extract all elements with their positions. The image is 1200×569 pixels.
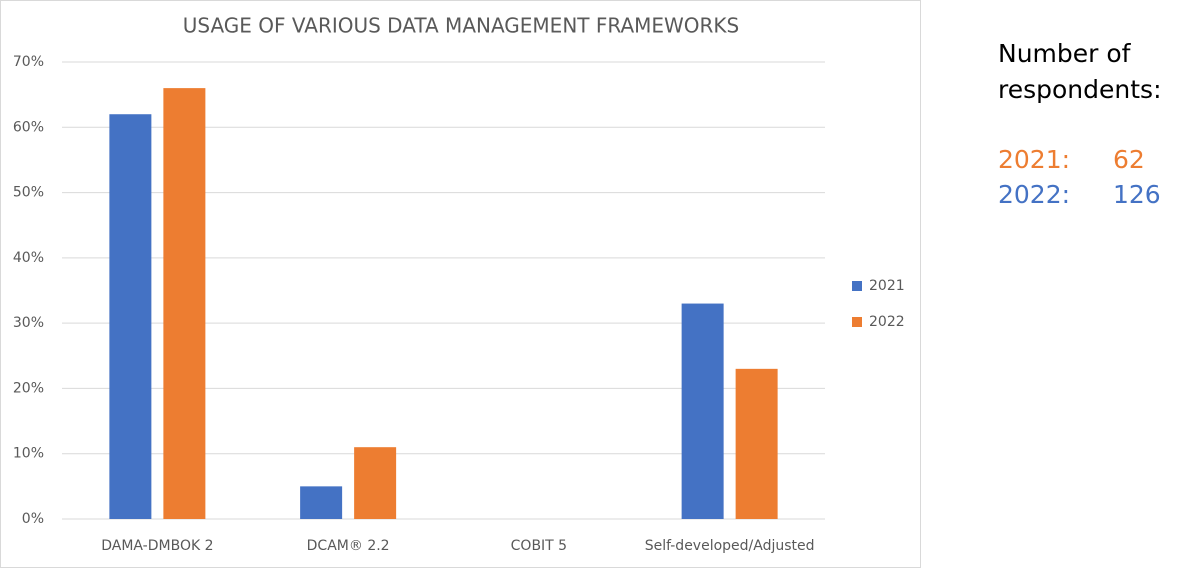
- bar: [681, 303, 724, 519]
- x-tick-label: COBIT 5: [511, 538, 567, 554]
- y-tick-label: 60%: [13, 119, 44, 135]
- legend-swatch: [852, 281, 862, 291]
- respondents-note: Number of respondents: 2021: 62 2022: 126: [998, 36, 1198, 212]
- bar: [109, 114, 152, 519]
- x-tick-label: Self-developed/Adjusted: [645, 538, 815, 554]
- note-title: Number of respondents:: [998, 39, 1162, 104]
- chart-title: USAGE OF VARIOUS DATA MANAGEMENT FRAMEWO…: [183, 14, 740, 38]
- y-tick-label: 20%: [13, 380, 44, 396]
- y-tick-label: 70%: [13, 54, 44, 70]
- legend-swatch: [852, 317, 862, 327]
- y-tick-label: 0%: [22, 511, 44, 527]
- x-tick-label: DAMA-DMBOK 2: [101, 538, 213, 554]
- note-label: 2022:: [998, 180, 1071, 209]
- legend-label: 2022: [869, 314, 905, 330]
- y-tick-label: 10%: [13, 446, 44, 462]
- note-row: 2021: 62: [998, 142, 1198, 177]
- note-row: 2022: 126: [998, 177, 1198, 212]
- x-tick-label: DCAM® 2.2: [307, 538, 390, 554]
- note-value: 126: [1113, 180, 1161, 209]
- y-tick-label: 40%: [13, 250, 44, 266]
- chart: USAGE OF VARIOUS DATA MANAGEMENT FRAMEWO…: [0, 0, 921, 568]
- bar: [163, 88, 206, 519]
- bar: [735, 368, 778, 519]
- y-tick-label: 30%: [13, 315, 44, 331]
- bar: [354, 447, 397, 519]
- note-label: 2021:: [998, 145, 1071, 174]
- legend-label: 2021: [869, 278, 905, 294]
- note-value: 62: [1113, 145, 1145, 174]
- bar: [300, 486, 343, 519]
- y-tick-label: 50%: [13, 185, 44, 201]
